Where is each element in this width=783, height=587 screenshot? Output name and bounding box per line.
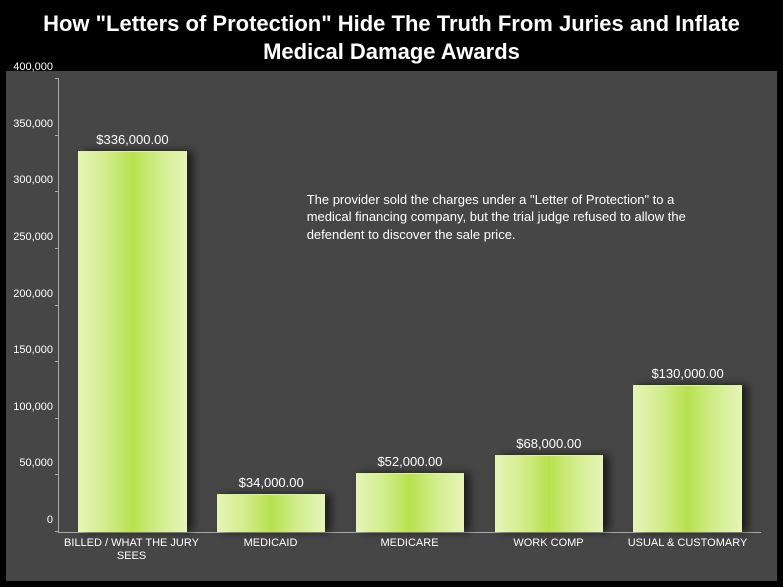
x-category-label: USUAL & CUSTOMARY (618, 537, 757, 581)
y-tick-mark (55, 135, 59, 136)
annotation-text: The provider sold the charges under a "L… (307, 191, 687, 244)
bar-value-label: $52,000.00 (377, 454, 442, 469)
bar-value-label: $68,000.00 (516, 436, 581, 451)
y-tick-mark (55, 191, 59, 192)
x-category-label: MEDICAID (201, 537, 340, 581)
bar-slot: $52,000.00 (341, 79, 480, 532)
bar (217, 494, 325, 533)
chart-title: How "Letters of Protection" Hide The Tru… (0, 0, 783, 71)
x-category-label: MEDICARE (340, 537, 479, 581)
x-axis-labels: BILLED / WHAT THE JURY SEESMEDICAIDMEDIC… (58, 533, 761, 581)
y-tick-mark (55, 418, 59, 419)
y-tick-mark (55, 474, 59, 475)
bar-value-label: $34,000.00 (239, 475, 304, 490)
bar-slot: $130,000.00 (618, 79, 757, 532)
y-tick-mark (55, 531, 59, 532)
plot-area: $336,000.00 $34,000.00 $52,000.00 $68,000.0… (58, 79, 761, 533)
y-tick-label: 50,000 (7, 457, 53, 469)
y-tick-label: 0 (7, 514, 53, 526)
y-tick-label: 200,000 (7, 288, 53, 300)
bars-container: $336,000.00 $34,000.00 $52,000.00 $68,000.0… (59, 79, 761, 532)
bar-value-label: $336,000.00 (96, 132, 168, 147)
y-tick-label: 350,000 (7, 118, 53, 130)
bar (633, 385, 741, 532)
bar-slot: $68,000.00 (479, 79, 618, 532)
y-tick-mark (55, 248, 59, 249)
y-tick-mark (55, 361, 59, 362)
y-tick-label: 100,000 (7, 401, 53, 413)
chart-area: $336,000.00 $34,000.00 $52,000.00 $68,000.0… (6, 71, 777, 581)
y-tick-label: 400,000 (7, 61, 53, 73)
y-tick-mark (55, 78, 59, 79)
y-tick-label: 150,000 (7, 344, 53, 356)
bar (356, 473, 464, 532)
bar-value-label: $130,000.00 (651, 366, 723, 381)
bar-slot: $336,000.00 (63, 79, 202, 532)
bar-slot: $34,000.00 (202, 79, 341, 532)
y-tick-mark (55, 305, 59, 306)
y-tick-label: 300,000 (7, 174, 53, 186)
bar (495, 455, 603, 532)
x-category-label: WORK COMP (479, 537, 618, 581)
bar (78, 151, 186, 532)
x-category-label: BILLED / WHAT THE JURY SEES (62, 537, 201, 581)
y-tick-label: 250,000 (7, 231, 53, 243)
